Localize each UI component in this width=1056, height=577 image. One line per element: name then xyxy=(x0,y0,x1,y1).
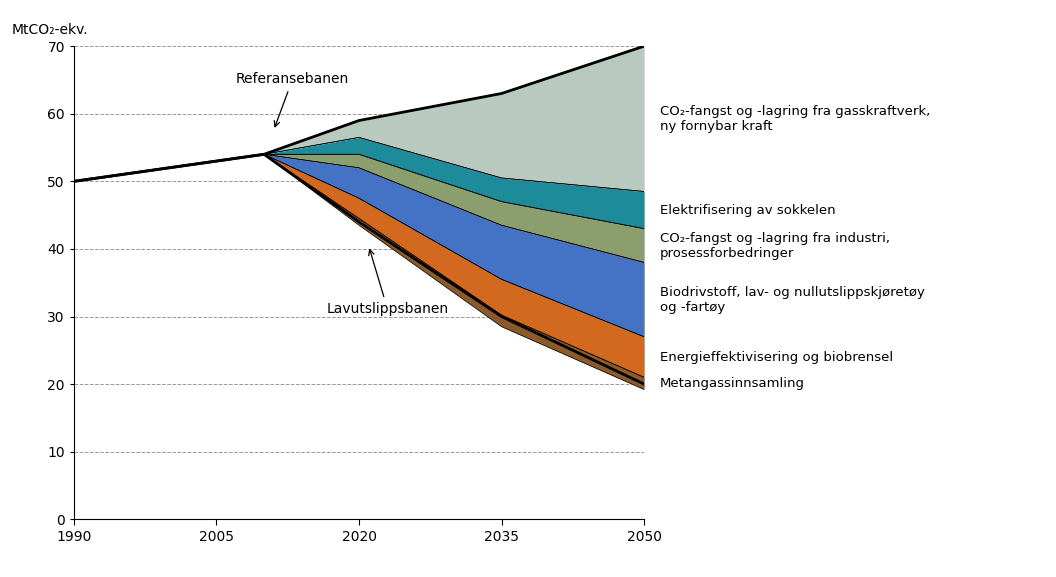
Text: Biodrivstoff, lav- og nullutslippskjøretøy
og -fartøy: Biodrivstoff, lav- og nullutslippskjøret… xyxy=(660,286,925,314)
Text: CO₂-fangst og -lagring fra gasskraftverk,
ny fornybar kraft: CO₂-fangst og -lagring fra gasskraftverk… xyxy=(660,105,930,133)
Text: Lavutslippsbanen: Lavutslippsbanen xyxy=(326,250,449,316)
Text: Energieffektivisering og biobrensel: Energieffektivisering og biobrensel xyxy=(660,351,893,364)
Text: Referansebanen: Referansebanen xyxy=(235,72,350,127)
Text: MtCO₂-ekv.: MtCO₂-ekv. xyxy=(12,23,88,37)
Text: Metangassinnsamling: Metangassinnsamling xyxy=(660,377,805,390)
Text: CO₂-fangst og -lagring fra industri,
prosessforbedringer: CO₂-fangst og -lagring fra industri, pro… xyxy=(660,231,890,260)
Text: Elektrifisering av sokkelen: Elektrifisering av sokkelen xyxy=(660,204,835,216)
